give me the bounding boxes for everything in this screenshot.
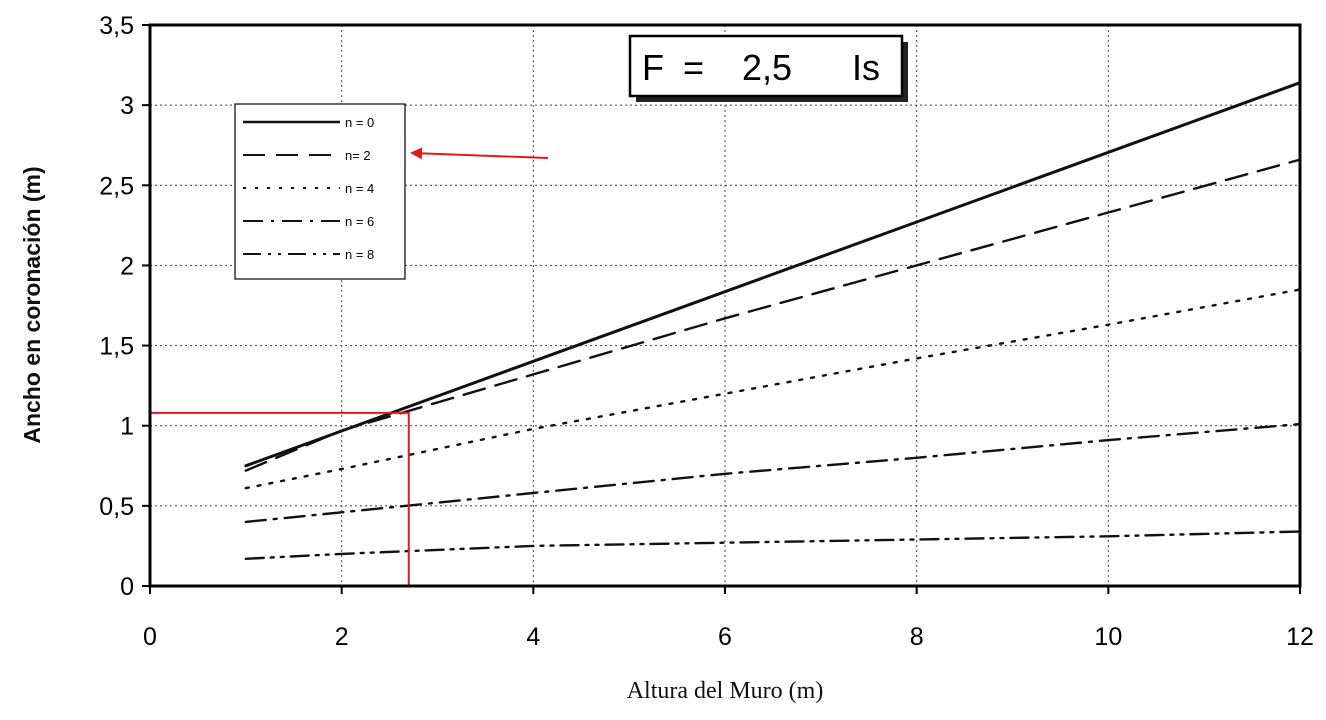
formula-box bbox=[628, 34, 904, 98]
highlight-reading-lines bbox=[150, 411, 410, 586]
series-line-n8 bbox=[244, 530, 1302, 560]
legend-box bbox=[234, 103, 406, 280]
y-tick-label: 3 bbox=[120, 92, 134, 120]
series-line-n4 bbox=[244, 288, 1302, 490]
y-tick-label: 0,5 bbox=[99, 493, 134, 521]
formula-value: 2,5 bbox=[742, 47, 792, 88]
x-tick-label: 10 bbox=[1094, 623, 1122, 651]
x-tick-label: 6 bbox=[718, 623, 732, 651]
formula-annotation: F = 2,5 Is bbox=[628, 34, 908, 102]
y-tick-label: 0 bbox=[120, 573, 134, 601]
x-tick-label: 0 bbox=[143, 623, 157, 651]
series-line-n2 bbox=[244, 158, 1302, 472]
legend-label: n = 0 bbox=[345, 115, 374, 130]
y-tick-label: 1 bbox=[120, 413, 134, 441]
legend-label: n= 2 bbox=[345, 148, 371, 163]
legend-label: n = 8 bbox=[345, 247, 374, 262]
x-tick-label: 8 bbox=[910, 623, 924, 651]
series-line-n0 bbox=[244, 81, 1302, 468]
highlight-layer bbox=[150, 147, 549, 586]
x-tick-label: 2 bbox=[335, 623, 349, 651]
x-axis-label: Altura del Muro (m) bbox=[627, 678, 824, 704]
y-tick-label: 1,5 bbox=[99, 333, 134, 361]
legend: n = 0 n= 2 n = 4 n = 6 n = 8 bbox=[234, 103, 406, 280]
tick-layer: 0 2 4 6 8 10 12 0 0,5 1 1,5 2 2,5 3 3,5 bbox=[99, 12, 1314, 651]
series-line-n6 bbox=[244, 422, 1302, 524]
series-layer bbox=[244, 81, 1302, 560]
formula-lhs: F bbox=[642, 47, 664, 88]
legend-label: n = 6 bbox=[345, 214, 374, 229]
legend-label: n = 4 bbox=[345, 181, 374, 196]
y-axis-label: Ancho en coronación (m) bbox=[19, 166, 45, 443]
formula-unit: Is bbox=[852, 47, 880, 88]
x-tick-label: 12 bbox=[1286, 623, 1314, 651]
y-tick-label: 2 bbox=[120, 252, 134, 280]
formula-equals: = bbox=[683, 47, 704, 88]
y-tick-label: 3,5 bbox=[99, 12, 134, 40]
highlight-arrow bbox=[410, 147, 549, 160]
y-tick-label: 2,5 bbox=[99, 172, 134, 200]
x-tick-label: 4 bbox=[526, 623, 540, 651]
